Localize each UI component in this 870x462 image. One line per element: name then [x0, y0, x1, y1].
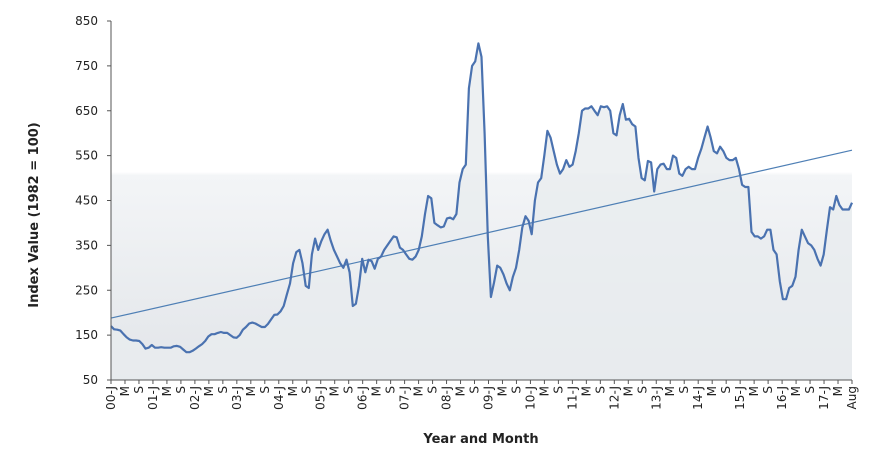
y-tick-label: 650	[75, 104, 98, 118]
x-tick-label: S	[426, 386, 440, 394]
x-tick-label: 00-J	[104, 386, 118, 410]
x-axis-title: Year and Month	[422, 432, 538, 447]
x-tick-label: M	[537, 386, 551, 396]
x-tick-label: S	[761, 386, 775, 394]
x-tick-label: 12-J	[607, 386, 621, 410]
x-tick-label: S	[635, 386, 649, 394]
y-axis-ticks: 50 150 250 350 450 550 650 750 850	[75, 14, 111, 387]
y-tick-label: 150	[75, 328, 98, 342]
x-tick-label: 02-J	[188, 386, 202, 410]
x-tick-label: M	[412, 386, 426, 396]
x-tick-label: Aug	[845, 386, 859, 409]
x-tick-label: S	[258, 386, 272, 394]
y-tick-label: 750	[75, 59, 98, 73]
x-tick-label: 08-J	[440, 386, 454, 410]
x-tick-label: S	[132, 386, 146, 394]
x-tick-label: 04-J	[272, 386, 286, 410]
y-tick-label: 550	[75, 149, 98, 163]
x-tick-label: M	[831, 386, 845, 396]
y-axis-title: Index Value (1982 = 100)	[27, 122, 42, 307]
x-tick-label: 15-J	[733, 386, 747, 410]
x-tick-label: 06-J	[356, 386, 370, 410]
x-tick-label: 10-J	[523, 386, 537, 410]
x-tick-label: M	[118, 386, 132, 396]
x-tick-label: S	[803, 386, 817, 394]
y-tick-label: 250	[75, 283, 98, 297]
y-tick-label: 850	[75, 14, 98, 28]
x-tick-label: M	[286, 386, 300, 396]
x-tick-label: M	[663, 386, 677, 396]
x-tick-label: 07-J	[398, 386, 412, 410]
x-tick-label: S	[216, 386, 230, 394]
trend-line	[110, 149, 853, 319]
x-tick-label: M	[202, 386, 216, 396]
x-tick-label: 16-J	[775, 386, 789, 410]
series-area-fill	[111, 43, 852, 381]
x-tick-label: S	[551, 386, 565, 394]
x-tick-label: 11-J	[565, 386, 579, 410]
x-tick-label: S	[300, 386, 314, 394]
x-tick-label: M	[579, 386, 593, 396]
x-tick-label: 13-J	[649, 386, 663, 410]
x-tick-label: M	[747, 386, 761, 396]
x-tick-label: M	[789, 386, 803, 396]
x-tick-label: M	[621, 386, 635, 396]
x-tick-label: M	[160, 386, 174, 396]
x-tick-label: 14-J	[691, 386, 705, 410]
x-tick-label: S	[174, 386, 188, 394]
x-tick-label: M	[370, 386, 384, 396]
x-tick-label: M	[244, 386, 258, 396]
y-tick-label: 350	[75, 238, 98, 252]
x-tick-label: M	[705, 386, 719, 396]
x-tick-label: M	[328, 386, 342, 396]
x-tick-label: S	[677, 386, 691, 394]
y-tick-label: 450	[75, 194, 98, 208]
x-tick-label: S	[719, 386, 733, 394]
x-axis-ticks: 00-J M S 01-J M S 02-J M S 03-J M S 04-J M S 05-J M S 06-J…	[104, 380, 859, 410]
x-tick-label: S	[509, 386, 523, 394]
x-tick-label: 17-J	[817, 386, 831, 410]
series-line	[110, 42, 854, 354]
x-tick-label: S	[593, 386, 607, 394]
x-tick-label: 03-J	[230, 386, 244, 410]
x-tick-label: 05-J	[314, 386, 328, 410]
x-tick-label: M	[495, 386, 509, 396]
x-tick-label: S	[468, 386, 482, 394]
x-tick-label: S	[384, 386, 398, 394]
y-tick-label: 50	[83, 373, 98, 387]
x-tick-label: 01-J	[146, 386, 160, 410]
x-tick-label: M	[454, 386, 468, 396]
x-tick-label: S	[342, 386, 356, 394]
x-tick-label: 09-J	[481, 386, 495, 410]
